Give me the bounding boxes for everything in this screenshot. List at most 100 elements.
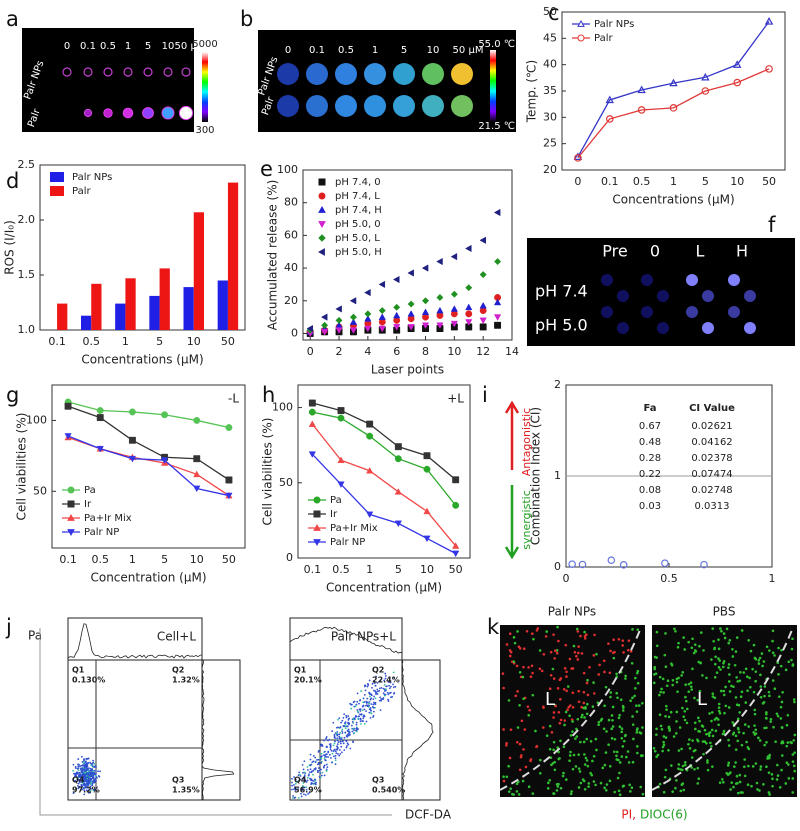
well — [657, 322, 669, 334]
event-dot — [350, 703, 353, 706]
event-dot — [336, 743, 339, 746]
cell-dot — [577, 700, 581, 704]
cell-dot — [702, 649, 705, 652]
cell-dot — [565, 689, 568, 693]
cell-dot — [573, 650, 577, 654]
y-tick-label: 50 — [279, 476, 293, 489]
table-header: Fa — [644, 403, 657, 414]
event-dot — [78, 773, 81, 776]
y-tick-label: 30 — [543, 110, 557, 123]
legend-label: Palr — [72, 186, 91, 197]
cell-dot — [738, 679, 742, 683]
x-tick-label: 0.5 — [332, 563, 350, 576]
marker — [193, 417, 201, 424]
event-dot — [338, 737, 341, 740]
event-dot — [373, 681, 376, 684]
marker — [436, 293, 444, 302]
cell-dot — [693, 643, 697, 646]
panel-letter: c — [548, 1, 560, 25]
cell-dot — [677, 763, 681, 766]
cell-dot — [550, 763, 553, 767]
y-tick-label: 80 — [284, 196, 298, 209]
cell-dot — [685, 721, 689, 725]
event-dot — [369, 712, 372, 714]
event-dot — [331, 752, 334, 755]
event-dot — [294, 786, 296, 789]
x-tick-label: 0.1 — [601, 175, 619, 188]
x-tick-label: 10 — [730, 175, 744, 188]
cell-dot — [718, 711, 722, 715]
cell-dot — [505, 775, 509, 779]
marker — [308, 451, 316, 458]
event-dot — [349, 733, 351, 736]
x-tick-label: 4 — [364, 345, 371, 358]
cell-dot — [555, 651, 559, 655]
histogram-right — [401, 659, 441, 801]
antagonistic-label: Antagonistic — [520, 408, 533, 476]
cell-dot — [754, 762, 758, 765]
y-tick-label: 20 — [284, 294, 298, 307]
cell-dot — [777, 673, 780, 676]
cell-dot — [755, 781, 759, 785]
cell-dot — [585, 712, 589, 716]
cell-dot — [516, 630, 519, 633]
cell-dot — [629, 790, 632, 793]
event-dot — [372, 703, 375, 706]
event-dot — [81, 785, 84, 788]
event-dot — [74, 767, 77, 770]
cell-dot — [569, 704, 572, 707]
cell-dot — [667, 715, 671, 719]
cell-dot — [567, 705, 571, 709]
event-dot — [91, 776, 94, 779]
cell-dot — [765, 740, 768, 744]
event-dot — [82, 777, 85, 780]
event-dot — [384, 694, 386, 697]
cell-dot — [735, 636, 739, 639]
cell-dot — [661, 677, 665, 681]
cell-dot — [566, 708, 569, 712]
event-dot — [359, 717, 362, 720]
cell-dot — [735, 774, 739, 778]
cell-dot — [636, 681, 640, 685]
cell-dot — [727, 680, 731, 683]
marker — [349, 327, 358, 334]
cell-dot — [717, 706, 721, 709]
event-dot — [349, 747, 352, 750]
cell-dot — [636, 751, 639, 755]
image-title: Palr NPs — [548, 605, 596, 619]
series-line — [312, 402, 457, 481]
marker — [450, 320, 458, 328]
column-label: 0 — [285, 45, 291, 56]
cell-dot — [552, 633, 555, 636]
cell-dot — [595, 652, 598, 656]
event-dot — [302, 771, 304, 774]
marker — [366, 511, 374, 519]
cell-dot — [620, 755, 624, 758]
cell-dot — [667, 748, 670, 752]
scale-min: 300 — [195, 125, 214, 136]
event-dot — [87, 789, 90, 792]
event-dot — [368, 679, 371, 682]
cell-dot — [591, 705, 595, 708]
event-dot — [99, 770, 101, 773]
column-label: 10 — [162, 41, 175, 52]
event-dot — [330, 749, 333, 752]
cell-dot — [671, 678, 675, 682]
cell-dot — [769, 720, 772, 723]
cell-dot — [699, 661, 702, 665]
cell-dot — [684, 683, 687, 686]
column-label: 50 μM — [175, 41, 206, 52]
event-dot — [293, 788, 295, 791]
event-dot — [320, 753, 323, 755]
event-dot — [374, 690, 376, 692]
column-label: 10 — [427, 45, 440, 56]
x-tick-label: 1 — [769, 572, 776, 585]
plot-title: Palr NPs+L — [331, 630, 396, 644]
event-dot — [374, 697, 377, 700]
well — [601, 274, 613, 286]
event-dot — [346, 734, 349, 737]
cell-dot — [690, 756, 694, 759]
event-dot — [342, 725, 345, 727]
event-dot — [328, 753, 331, 756]
event-dot — [355, 721, 358, 724]
